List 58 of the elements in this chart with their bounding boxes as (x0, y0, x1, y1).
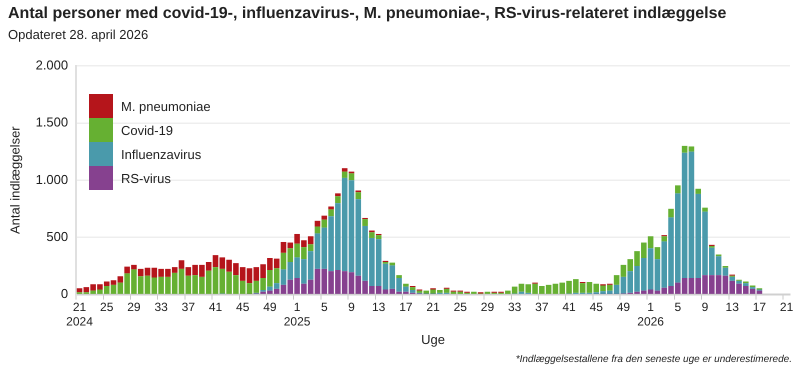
x-tick-label: 45 (590, 300, 604, 314)
x-tick-label: 21 (780, 300, 794, 314)
y-tick-label: 0 (60, 286, 68, 302)
bar (668, 208, 674, 218)
x-tick-label: 21 2024 (66, 300, 94, 329)
bar (335, 196, 341, 204)
text: *Indlæggelsestallene fra den seneste uge er underestimerede. (516, 354, 792, 365)
legend-label: Influenzavirus (121, 146, 202, 162)
legend-label: RS-virus (121, 170, 171, 186)
y-tick-label: 1.500 (36, 114, 68, 130)
legend-label: M. pneumoniae (121, 98, 211, 114)
x-tick-label: 9 (348, 300, 356, 314)
bar (729, 276, 735, 281)
x-tick-label: 5 (320, 300, 328, 314)
bar (410, 287, 416, 290)
bar (695, 188, 702, 194)
x-tick-label: 25 (100, 300, 114, 314)
x-tick-label: 21 (426, 300, 440, 314)
legend-label: Covid-19 (121, 122, 174, 138)
bar (342, 168, 348, 172)
x-tick-label: 5 (674, 300, 682, 314)
x-tick-label: 45 (236, 300, 250, 314)
bar (322, 216, 328, 220)
x-tick-label: 29 (127, 300, 141, 314)
bar (328, 209, 334, 216)
x-tick-label: 1 2025 (284, 300, 311, 329)
x-tick-label: 37 (182, 300, 196, 314)
x-tick-label: 29 (480, 300, 494, 314)
bar (702, 208, 708, 212)
x-tick-label: 1 2026 (637, 300, 664, 329)
bar (675, 185, 681, 194)
x-tick-label: 17 (752, 300, 766, 314)
x-tick-label: 33 (154, 300, 168, 314)
bar (355, 192, 362, 200)
x-tick-label: 13 (372, 300, 386, 314)
y-tick-label: 500 (46, 228, 68, 244)
bar (403, 284, 409, 287)
x-tick-label: 9 (702, 300, 709, 314)
chart-subtitle: Opdateret 28. april 2026 (8, 27, 148, 42)
x-axis-title: Uge (421, 332, 445, 347)
x-tick-label: 17 (399, 300, 413, 314)
y-tick-label: 2.000 (36, 57, 68, 72)
x-tick-label: 49 (616, 300, 630, 314)
x-tick-label: 49 (263, 300, 277, 314)
x-tick-label: 41 (208, 300, 222, 314)
bar (314, 220, 320, 227)
bar (661, 236, 668, 242)
bar (328, 206, 334, 210)
x-tick-label: 25 (454, 300, 468, 314)
bar (362, 219, 368, 226)
x-tick-label: 13 (726, 300, 740, 314)
x-tick-label: 37 (535, 300, 549, 314)
y-axis-title: Antal indlæggelser (7, 126, 22, 234)
chart-title: Antal personer med covid-19-, influenzavirus-, M. pneumoniae-, RS-virus-relateret indlæggelse (8, 5, 726, 23)
x-tick-label: 41 (562, 300, 576, 314)
bar (396, 275, 402, 278)
y-tick-label: 1.000 (36, 172, 68, 187)
x-tick-label: 33 (508, 300, 522, 314)
